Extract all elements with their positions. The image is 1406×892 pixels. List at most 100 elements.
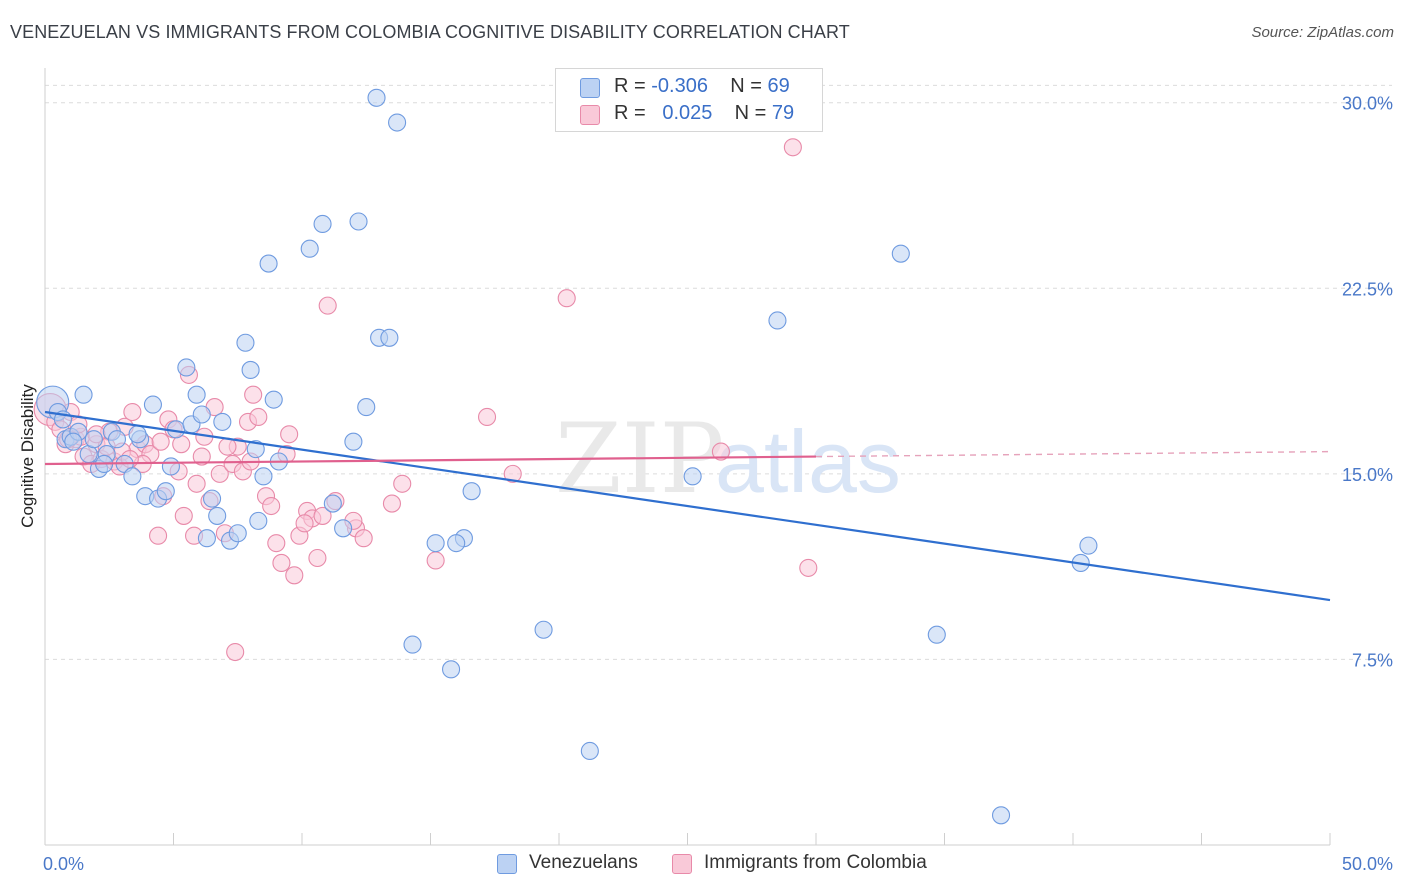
data-point xyxy=(357,398,376,417)
bottom-legend-label: Immigrants from Colombia xyxy=(704,852,927,873)
data-point xyxy=(683,467,702,486)
data-point xyxy=(503,464,522,483)
watermark-atlas: atlas xyxy=(715,412,901,511)
data-point xyxy=(403,635,422,654)
data-point xyxy=(107,430,127,449)
data-point xyxy=(246,440,265,459)
data-point xyxy=(280,425,299,444)
data-point xyxy=(197,529,216,548)
y-tick-label: 7.5% xyxy=(1352,650,1393,670)
y-tick-label: 30.0% xyxy=(1342,94,1393,114)
data-point xyxy=(382,494,402,513)
data-point xyxy=(318,296,337,315)
legend-r-value: -0.306 xyxy=(651,75,708,97)
data-point xyxy=(334,519,353,538)
data-point xyxy=(249,511,268,530)
data-point xyxy=(123,467,142,486)
data-point xyxy=(711,442,730,461)
data-point xyxy=(891,244,910,263)
data-point xyxy=(267,534,286,553)
data-point xyxy=(300,239,319,258)
data-point xyxy=(254,467,273,486)
legend-swatch-venezuelans xyxy=(580,78,600,98)
data-point xyxy=(557,289,576,308)
data-point xyxy=(241,360,260,380)
trend-lines xyxy=(44,410,1331,602)
data-point xyxy=(203,489,222,508)
data-point xyxy=(143,395,162,414)
legend-r-label: R = xyxy=(614,75,646,97)
data-point xyxy=(799,558,818,577)
data-point xyxy=(991,806,1011,825)
axis-labels: 7.5% 15.0% 22.5% 30.0% 0.0% 50.0% Cognitive Di… xyxy=(18,94,1393,874)
chart-title: VENEZUELAN VS IMMIGRANTS FROM COLOMBIA C… xyxy=(10,22,850,42)
data-point xyxy=(380,328,399,347)
data-point xyxy=(177,358,196,377)
data-points xyxy=(33,88,1098,825)
data-point xyxy=(295,514,314,533)
data-point xyxy=(228,524,247,543)
data-point xyxy=(442,660,461,679)
data-point xyxy=(285,566,304,585)
data-point xyxy=(208,506,227,525)
data-point xyxy=(149,526,168,545)
y-tick-label: 22.5% xyxy=(1342,279,1393,299)
data-point xyxy=(249,407,268,427)
data-point xyxy=(1079,536,1098,555)
data-point xyxy=(349,212,368,231)
data-point xyxy=(264,390,283,409)
trend-line-venezuelans xyxy=(44,410,1331,602)
data-point xyxy=(187,474,206,493)
axes xyxy=(44,68,1331,846)
data-point xyxy=(927,625,946,644)
data-point xyxy=(187,385,206,404)
data-point xyxy=(313,506,332,525)
data-point xyxy=(192,405,211,424)
data-point xyxy=(367,88,386,107)
legend-r-label: R = xyxy=(614,102,646,124)
x-tick-label: 50.0% xyxy=(1342,854,1393,874)
data-point xyxy=(388,113,407,132)
data-point xyxy=(323,494,342,513)
trend-line-colombia xyxy=(44,455,817,466)
data-point xyxy=(210,464,229,483)
data-point xyxy=(354,529,373,548)
data-point xyxy=(64,432,83,451)
data-point xyxy=(218,437,237,456)
data-point xyxy=(783,138,802,157)
data-point xyxy=(174,506,193,525)
data-point xyxy=(308,548,327,568)
data-point xyxy=(534,620,553,639)
stats-legend: R = -0.306 N = 69 R = 0.025 N = 79 xyxy=(555,68,823,132)
data-point xyxy=(393,474,412,493)
data-point xyxy=(161,457,180,476)
data-point xyxy=(151,432,170,451)
legend-r-value: 0.025 xyxy=(662,102,713,124)
y-tick-label: 15.0% xyxy=(1342,465,1393,485)
data-point xyxy=(156,482,175,501)
data-point xyxy=(462,482,481,501)
data-point xyxy=(226,642,245,662)
y-axis-label: Cognitive Disability xyxy=(18,384,37,528)
trend-line-colombia-extension xyxy=(815,450,1331,458)
data-point xyxy=(344,432,363,451)
data-point xyxy=(262,496,281,516)
x-tick-label: 0.0% xyxy=(43,854,84,874)
data-point xyxy=(259,254,278,273)
data-point xyxy=(236,333,255,352)
data-point xyxy=(313,214,332,234)
legend-n-value: 69 xyxy=(767,75,790,97)
legend-n-value: 79 xyxy=(771,102,795,124)
data-point xyxy=(192,447,211,466)
data-point xyxy=(477,407,497,427)
legend-n-label: N = xyxy=(730,75,762,97)
data-point xyxy=(447,534,466,553)
data-point xyxy=(426,551,445,570)
data-point xyxy=(84,430,103,449)
data-point xyxy=(426,534,445,553)
bottom-legend-swatch-colombia xyxy=(672,854,692,874)
data-point xyxy=(272,553,291,572)
data-point xyxy=(74,385,93,404)
legend-n-label: N = xyxy=(734,102,767,124)
data-point xyxy=(123,402,142,422)
